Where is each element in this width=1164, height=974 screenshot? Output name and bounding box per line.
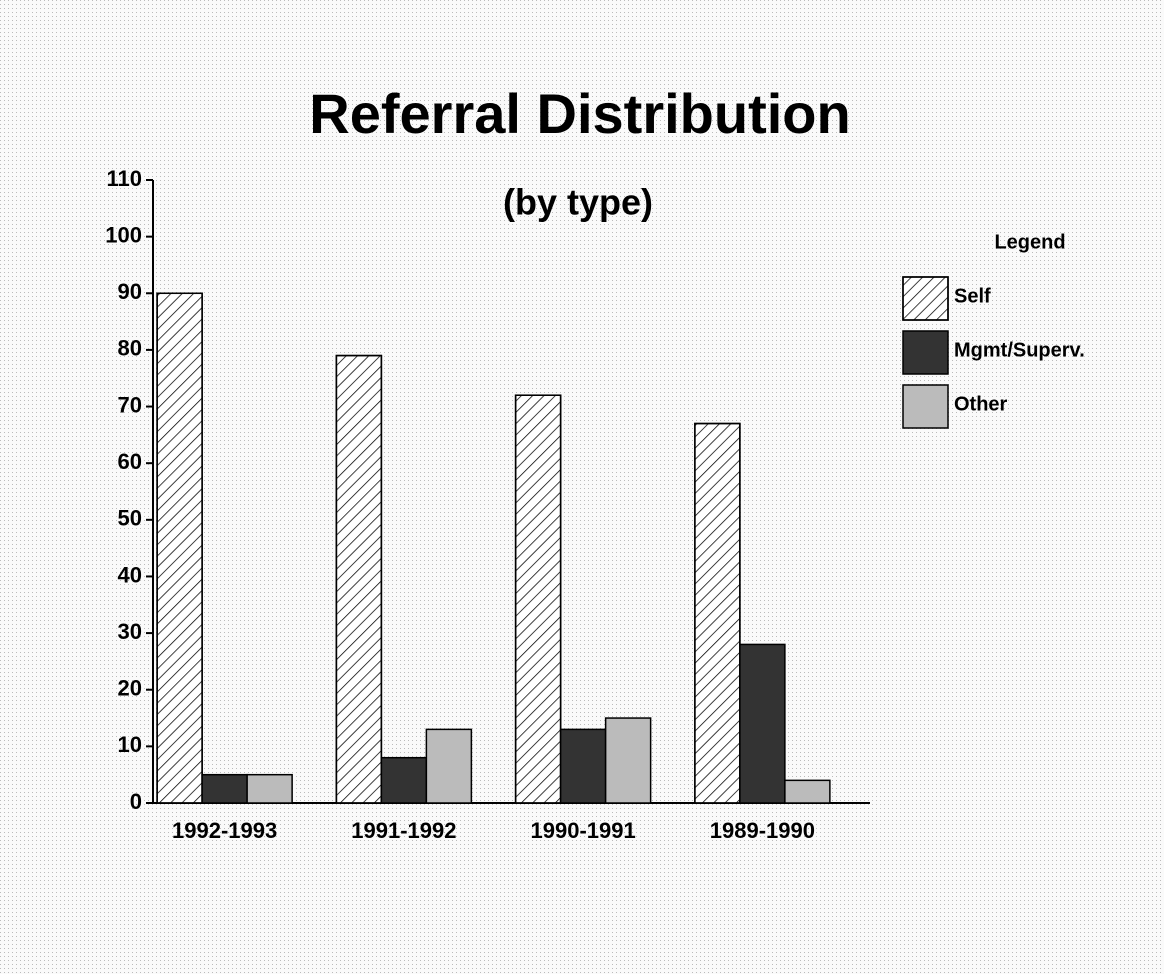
- bar: [380, 756, 428, 804]
- legend-swatch: [902, 384, 949, 429]
- y-tick-label: 30: [118, 619, 142, 644]
- legend-label: Mgmt/Superv.: [954, 339, 1085, 361]
- bar: [694, 422, 741, 804]
- legend-label: Self: [954, 285, 991, 307]
- y-tick-label: 0: [130, 789, 142, 814]
- y-tick-label: 100: [105, 222, 142, 247]
- y-tick-label: 20: [118, 676, 142, 701]
- bar: [156, 292, 203, 804]
- bar: [201, 773, 248, 804]
- bar: [246, 773, 293, 804]
- y-tick-label: 50: [118, 506, 142, 531]
- y-tick-label: 90: [118, 279, 142, 304]
- bar: [604, 717, 652, 804]
- bar: [514, 394, 562, 804]
- x-tick-label: 1989-1990: [710, 818, 815, 843]
- y-tick-label: 80: [118, 336, 142, 361]
- bar: [739, 643, 786, 804]
- x-tick-label: 1992-1993: [172, 818, 277, 843]
- x-tick-label: 1990-1991: [531, 818, 636, 843]
- y-tick-label: 110: [107, 166, 143, 191]
- legend-title: Legend: [994, 231, 1065, 253]
- y-tick-label: 70: [118, 392, 142, 417]
- legend-swatch: [902, 330, 949, 375]
- chart-subtitle: (by type): [503, 182, 653, 223]
- y-tick-label: 60: [118, 449, 142, 474]
- legend-label: Other: [954, 393, 1008, 415]
- bar: [335, 354, 383, 804]
- bar: [425, 728, 473, 804]
- y-tick-label: 10: [118, 732, 142, 757]
- y-tick-label: 40: [118, 562, 142, 587]
- bar: [559, 728, 607, 804]
- bar: [784, 779, 831, 804]
- legend-hatch: [902, 276, 949, 321]
- x-tick-label: 1991-1992: [351, 818, 456, 843]
- chart-title: Referral Distribution: [309, 82, 850, 145]
